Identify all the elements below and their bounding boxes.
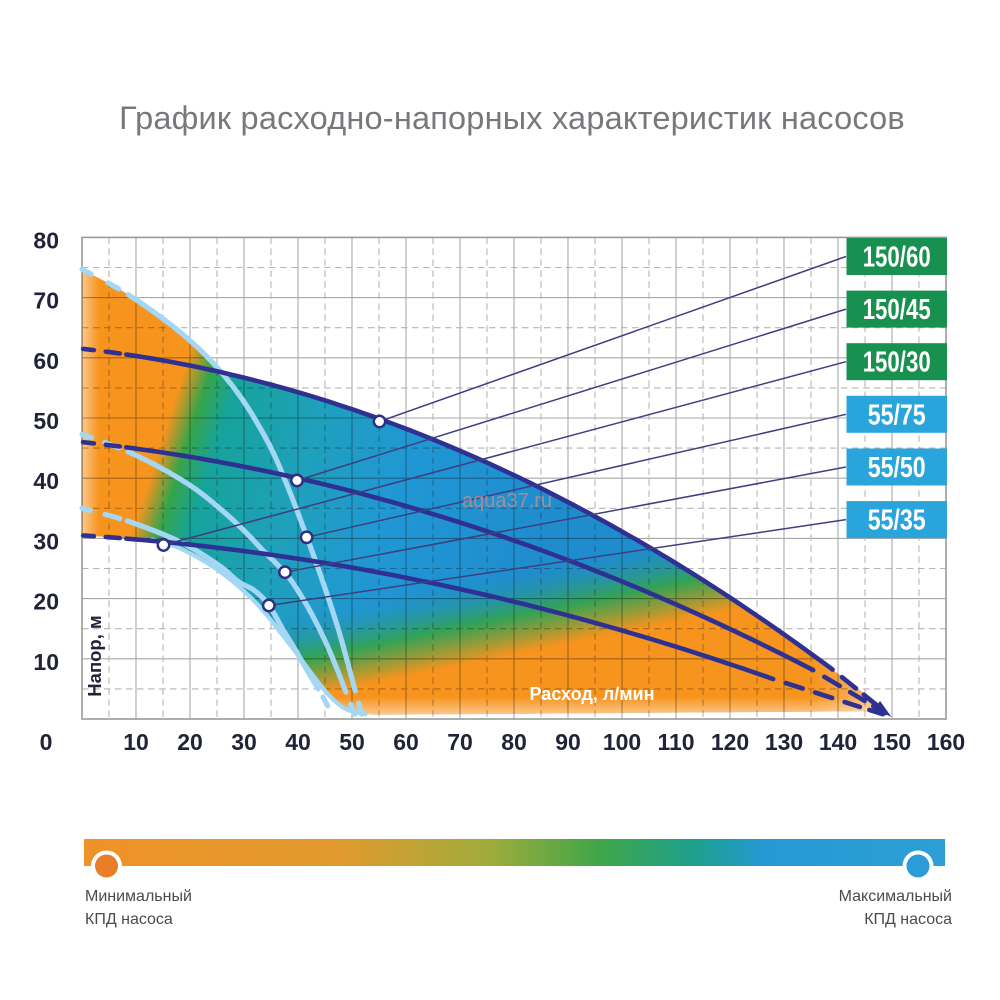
svg-text:40: 40 [285, 729, 311, 755]
svg-text:140: 140 [819, 729, 857, 755]
svg-text:150/45: 150/45 [863, 294, 931, 326]
svg-text:Расход, л/мин: Расход, л/мин [530, 684, 655, 704]
svg-text:График расходно-напорных харак: График расходно-напорных характеристик н… [119, 100, 905, 136]
svg-text:Максимальный: Максимальный [839, 888, 952, 905]
svg-text:80: 80 [33, 227, 59, 253]
svg-text:20: 20 [33, 589, 59, 615]
svg-text:30: 30 [33, 528, 59, 554]
svg-text:50: 50 [339, 729, 365, 755]
svg-text:120: 120 [711, 729, 749, 755]
svg-text:Минимальный: Минимальный [85, 888, 192, 905]
svg-text:70: 70 [33, 288, 59, 314]
svg-text:80: 80 [501, 729, 527, 755]
svg-text:10: 10 [123, 729, 149, 755]
svg-text:60: 60 [393, 729, 419, 755]
svg-text:150: 150 [873, 729, 911, 755]
svg-text:150/30: 150/30 [863, 347, 931, 379]
svg-text:30: 30 [231, 729, 257, 755]
svg-text:55/50: 55/50 [868, 452, 926, 484]
svg-text:90: 90 [555, 729, 581, 755]
svg-text:100: 100 [603, 729, 641, 755]
svg-text:50: 50 [33, 408, 59, 434]
svg-text:110: 110 [657, 729, 694, 755]
svg-text:150/60: 150/60 [863, 242, 931, 274]
svg-text:70: 70 [447, 729, 473, 755]
svg-text:55/75: 55/75 [868, 399, 926, 431]
svg-text:55/35: 55/35 [868, 505, 926, 537]
svg-text:60: 60 [33, 348, 59, 374]
svg-text:КПД насоса: КПД насоса [85, 911, 173, 928]
svg-text:10: 10 [33, 649, 59, 675]
svg-text:0: 0 [40, 729, 53, 755]
svg-text:40: 40 [33, 468, 59, 494]
svg-text:Напор, м: Напор, м [84, 615, 105, 696]
svg-text:КПД насоса: КПД насоса [864, 911, 952, 928]
svg-text:aqua37.ru: aqua37.ru [462, 490, 552, 512]
svg-text:20: 20 [177, 729, 203, 755]
svg-text:130: 130 [765, 729, 803, 755]
svg-text:160: 160 [927, 729, 965, 755]
